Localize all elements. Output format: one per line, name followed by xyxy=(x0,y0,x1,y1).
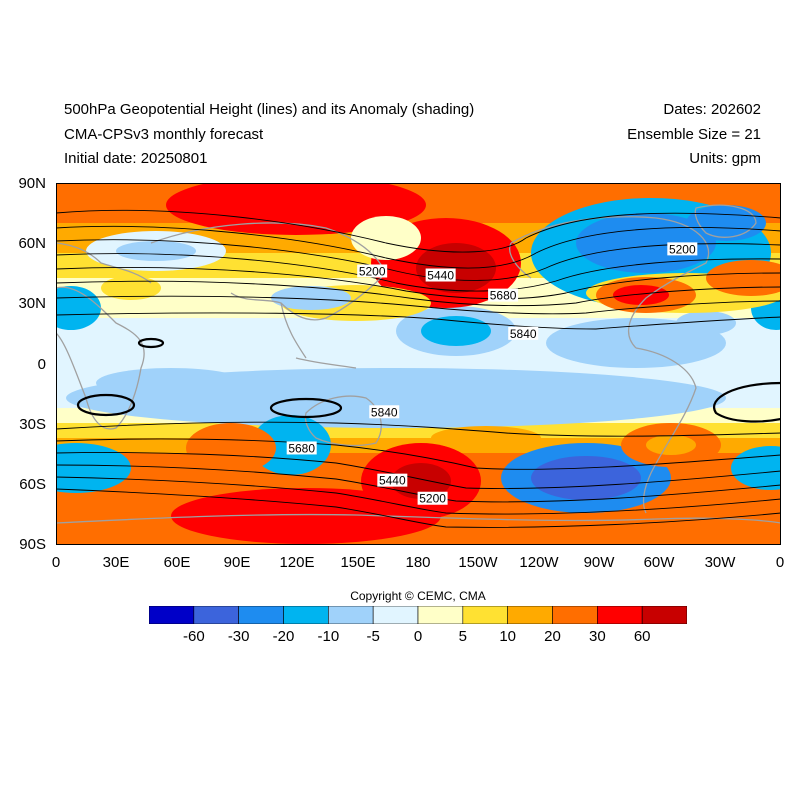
forecast-dates: Dates: 202602 xyxy=(663,101,761,118)
x-tick-label: 60E xyxy=(163,554,191,571)
x-tick-label: 0 xyxy=(51,554,61,571)
contour-label: 5200 xyxy=(669,242,696,256)
colorbar-swatch xyxy=(193,606,239,624)
colorbar-swatch xyxy=(417,606,464,624)
y-tick-label: 90S xyxy=(19,536,46,553)
contour-label: 5680 xyxy=(288,441,315,455)
x-tick-label: 150W xyxy=(458,554,498,571)
contour-label: 5440 xyxy=(427,269,454,283)
colorbar-label: 10 xyxy=(499,628,516,645)
contour-labels: 5200 5440 5680 5840 5200 5840 5680 5440 5200 xyxy=(286,242,698,506)
units: Units: gpm xyxy=(689,150,761,167)
colorbar-swatch xyxy=(597,606,643,624)
contour-label: 5200 xyxy=(359,264,386,278)
map-title: 500hPa Geopotential Height (lines) and i… xyxy=(64,101,475,118)
x-tick-label: 180 xyxy=(405,554,431,571)
colorbar-swatch xyxy=(238,606,284,624)
x-tick-label: 0 xyxy=(775,554,785,571)
model-name: CMA-CPSv3 monthly forecast xyxy=(64,126,264,143)
colorbar-swatch xyxy=(372,606,419,624)
colorbar-label: -20 xyxy=(272,628,295,645)
colorbar-label: -5 xyxy=(366,628,380,645)
y-tick-label: 30S xyxy=(19,416,46,433)
contour-label-bg xyxy=(417,491,448,505)
colorbar-swatch xyxy=(149,606,195,624)
contour-label-bg xyxy=(369,405,400,419)
colorbar-swatch xyxy=(462,606,508,624)
x-tick-label: 60W xyxy=(643,554,675,571)
x-tick-label: 120E xyxy=(279,554,315,571)
colorbar-swatch xyxy=(328,606,374,624)
contour-label-bg xyxy=(357,264,388,278)
colorbar-label: -60 xyxy=(182,628,205,645)
contour-label: 5840 xyxy=(510,327,537,341)
colorbar-swatch xyxy=(283,606,329,624)
x-tick-label: 150E xyxy=(340,554,376,571)
y-tick-label: 90N xyxy=(18,175,46,192)
map-frame xyxy=(56,183,781,545)
colorbar-label: 60 xyxy=(633,628,651,645)
ensemble-size: Ensemble Size = 21 xyxy=(627,126,761,143)
contour-label: 5840 xyxy=(371,405,398,419)
colorbar-label: -30 xyxy=(227,628,250,645)
colorbar xyxy=(149,606,687,624)
contour-label: 5680 xyxy=(490,289,517,303)
x-tick-label: 30W xyxy=(704,554,736,571)
anomaly-map: 5200 5440 5680 5840 5200 5840 5680 5440 5200 xyxy=(56,183,781,545)
y-tick-label: 0 xyxy=(37,356,46,373)
y-tick-label: 30N xyxy=(18,295,46,312)
x-tick-label: 30E xyxy=(102,554,130,571)
contour-label-bg xyxy=(286,441,317,455)
colorbar-swatch xyxy=(552,606,598,624)
initial-date: Initial date: 20250801 xyxy=(64,150,208,167)
x-tick-label: 120W xyxy=(519,554,559,571)
high-contours xyxy=(76,337,781,423)
height-contours xyxy=(56,209,781,528)
x-tick-label: 90E xyxy=(223,554,251,571)
contour-label-bg xyxy=(488,288,519,302)
colorbar-label: 0 xyxy=(413,628,423,645)
colorbar-swatch xyxy=(641,606,687,624)
colorbar-label: 30 xyxy=(588,628,606,645)
contour-label-bg xyxy=(508,326,539,340)
contour-label-bg xyxy=(425,268,456,282)
contour-label: 5200 xyxy=(419,492,446,506)
contour-label-bg xyxy=(377,473,408,487)
colorbar-label: 20 xyxy=(544,628,561,645)
colorbar-label: 5 xyxy=(458,628,467,645)
contour-label: 5440 xyxy=(379,474,406,488)
copyright-notice: Copyright © CEMC, CMA xyxy=(350,589,486,603)
contour-label-bg xyxy=(667,242,698,256)
colorbar-swatch xyxy=(507,606,553,624)
y-tick-label: 60N xyxy=(18,235,46,252)
colorbar-label: -10 xyxy=(317,628,340,645)
y-tick-label: 60S xyxy=(19,476,46,493)
x-tick-label: 90W xyxy=(583,554,615,571)
